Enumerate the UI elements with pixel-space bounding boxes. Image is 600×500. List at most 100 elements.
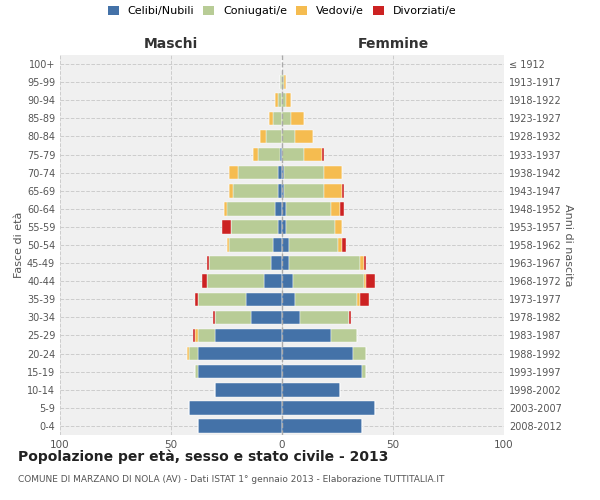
Bar <box>282 310 300 324</box>
Bar <box>324 166 342 179</box>
Bar <box>282 184 284 198</box>
Bar <box>278 94 282 107</box>
Bar <box>266 130 282 143</box>
Bar <box>284 76 286 89</box>
Bar <box>197 347 282 360</box>
Bar <box>358 292 360 306</box>
Bar <box>189 347 197 360</box>
Bar <box>280 148 282 162</box>
Bar <box>282 328 331 342</box>
Bar <box>342 238 346 252</box>
Text: COMUNE DI MARZANO DI NOLA (AV) - Dati ISTAT 1° gennaio 2013 - Elaborazione TUTTI: COMUNE DI MARZANO DI NOLA (AV) - Dati IS… <box>18 475 445 484</box>
Bar <box>289 238 337 252</box>
Bar <box>282 292 295 306</box>
Text: Popolazione per età, sesso e stato civile - 2013: Popolazione per età, sesso e stato civil… <box>18 450 388 464</box>
Bar <box>215 383 282 396</box>
Bar <box>264 274 282 288</box>
Bar <box>293 274 364 288</box>
Bar <box>282 383 340 396</box>
Bar <box>202 274 206 288</box>
Bar <box>291 112 304 125</box>
Bar <box>286 220 335 234</box>
Bar <box>238 166 278 179</box>
Bar <box>282 256 289 270</box>
Bar <box>253 148 257 162</box>
Bar <box>282 202 286 215</box>
Bar <box>282 238 289 252</box>
Bar <box>215 328 282 342</box>
Bar <box>193 328 196 342</box>
Text: Maschi: Maschi <box>144 38 198 52</box>
Bar <box>273 112 282 125</box>
Legend: Celibi/Nubili, Coniugati/e, Vedovi/e, Divorziati/e: Celibi/Nubili, Coniugati/e, Vedovi/e, Di… <box>107 6 457 16</box>
Bar <box>295 292 358 306</box>
Bar <box>197 419 282 432</box>
Bar <box>275 202 282 215</box>
Bar <box>282 401 375 414</box>
Bar <box>260 130 266 143</box>
Bar <box>196 328 197 342</box>
Bar <box>353 347 367 360</box>
Bar <box>229 238 273 252</box>
Bar <box>300 310 349 324</box>
Bar <box>233 184 278 198</box>
Bar <box>278 220 282 234</box>
Bar <box>196 292 197 306</box>
Bar <box>282 347 353 360</box>
Bar <box>324 184 342 198</box>
Bar <box>337 238 342 252</box>
Bar <box>269 112 273 125</box>
Bar <box>231 220 278 234</box>
Bar <box>206 274 264 288</box>
Bar <box>282 365 362 378</box>
Y-axis label: Fasce di età: Fasce di età <box>14 212 24 278</box>
Bar <box>229 184 233 198</box>
Bar <box>197 328 215 342</box>
Bar <box>304 148 322 162</box>
Bar <box>206 256 209 270</box>
Bar <box>282 148 304 162</box>
Bar <box>213 310 215 324</box>
Bar <box>215 310 251 324</box>
Bar <box>282 94 286 107</box>
Bar <box>278 166 282 179</box>
Bar <box>247 292 282 306</box>
Bar <box>251 310 282 324</box>
Bar <box>284 184 324 198</box>
Bar <box>282 166 284 179</box>
Bar <box>367 274 375 288</box>
Bar <box>224 202 227 215</box>
Bar <box>289 256 360 270</box>
Bar <box>342 184 344 198</box>
Bar <box>278 184 282 198</box>
Bar <box>282 220 286 234</box>
Bar <box>275 94 278 107</box>
Bar <box>322 148 324 162</box>
Bar <box>280 76 282 89</box>
Bar <box>189 401 282 414</box>
Bar <box>340 202 344 215</box>
Bar <box>227 202 275 215</box>
Bar <box>364 256 367 270</box>
Bar <box>282 130 295 143</box>
Bar <box>362 365 367 378</box>
Bar <box>187 347 189 360</box>
Bar <box>282 274 293 288</box>
Bar <box>196 365 197 378</box>
Bar <box>335 220 342 234</box>
Bar <box>229 166 238 179</box>
Bar <box>273 238 282 252</box>
Bar <box>197 292 247 306</box>
Bar <box>257 148 280 162</box>
Bar <box>360 292 368 306</box>
Bar <box>284 166 324 179</box>
Bar <box>271 256 282 270</box>
Bar <box>282 419 362 432</box>
Bar <box>331 328 358 342</box>
Bar <box>286 202 331 215</box>
Bar <box>349 310 351 324</box>
Y-axis label: Anni di nascita: Anni di nascita <box>563 204 573 286</box>
Bar <box>360 256 364 270</box>
Bar <box>286 94 291 107</box>
Bar <box>282 112 291 125</box>
